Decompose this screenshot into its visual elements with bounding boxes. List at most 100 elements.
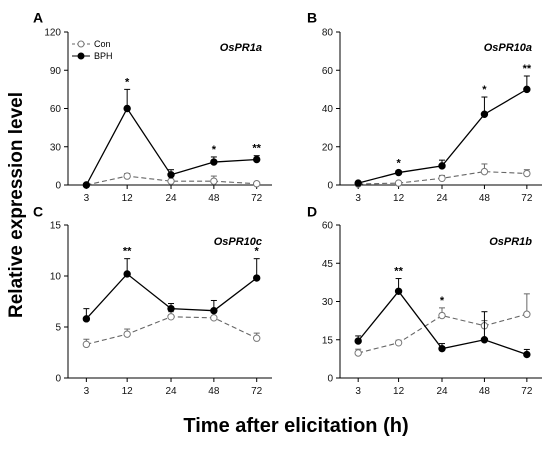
data-point-con — [523, 310, 531, 318]
x-axis-title: Time after elicitation (h) — [183, 415, 408, 437]
data-point-bph — [394, 287, 403, 295]
data-point-con — [210, 314, 218, 322]
x-tick-label: 12 — [122, 386, 134, 397]
data-point-bph — [480, 336, 489, 344]
data-point-bph — [480, 110, 489, 118]
y-tick-label: 0 — [55, 374, 61, 385]
y-tick-label: 60 — [322, 221, 334, 232]
data-point-bph — [253, 274, 261, 282]
series-line-con — [86, 175, 257, 186]
data-point-bph — [354, 179, 362, 187]
y-tick-label: 0 — [327, 374, 333, 385]
panel-letter: C — [33, 204, 43, 220]
x-tick-label: 24 — [165, 193, 177, 204]
data-point-con — [438, 174, 446, 183]
significance-marker: ** — [394, 266, 403, 278]
x-tick-label: 72 — [251, 386, 263, 397]
y-tick-label: 0 — [55, 181, 61, 192]
significance-marker: ** — [252, 143, 261, 155]
panel-letter: D — [307, 204, 317, 220]
x-tick-label: 12 — [393, 386, 405, 397]
significance-marker: * — [440, 295, 445, 307]
y-tick-label: 5 — [55, 323, 61, 334]
y-tick-label: 0 — [327, 181, 333, 192]
data-point-bph — [210, 158, 218, 166]
gene-name: OsPR10a — [484, 42, 532, 54]
data-point-bph — [438, 162, 446, 170]
significance-marker: * — [482, 84, 487, 96]
data-point-bph — [354, 337, 362, 345]
legend-label: Con — [94, 39, 111, 49]
series-line-con — [86, 316, 257, 345]
y-tick-label: 45 — [322, 259, 334, 270]
data-point-con — [167, 177, 175, 185]
panel-letter: A — [33, 10, 43, 26]
gene-name: OsPR10c — [214, 236, 262, 248]
data-point-bph — [123, 270, 131, 278]
data-point-con — [253, 334, 261, 342]
data-point-con — [394, 339, 403, 347]
x-tick-label: 3 — [84, 193, 90, 204]
x-tick-label: 48 — [479, 386, 491, 397]
legend: Con BPH — [72, 39, 113, 61]
data-point-con — [123, 172, 131, 180]
significance-marker: * — [125, 76, 130, 88]
data-point-con — [354, 349, 362, 357]
legend-marker — [77, 52, 85, 60]
significance-marker: * — [255, 246, 260, 258]
x-tick-label: 72 — [521, 386, 533, 397]
x-tick-label: 24 — [436, 386, 448, 397]
data-point-con — [82, 340, 91, 349]
data-point-bph — [123, 104, 131, 113]
data-point-bph — [523, 350, 531, 359]
gene-name: OsPR1a — [220, 42, 262, 54]
y-tick-label: 10 — [50, 272, 62, 283]
y-tick-label: 15 — [322, 335, 334, 346]
data-point-bph — [167, 304, 175, 313]
x-tick-label: 3 — [355, 193, 361, 204]
data-point-bph — [82, 181, 91, 189]
legend-marker — [77, 40, 85, 48]
y-tick-label: 120 — [44, 28, 61, 39]
y-tick-label: 40 — [322, 104, 334, 115]
data-point-con — [123, 330, 131, 338]
data-point-con — [210, 177, 218, 185]
significance-marker: ** — [123, 246, 132, 258]
y-tick-label: 80 — [322, 28, 334, 39]
x-tick-label: 48 — [479, 193, 491, 204]
data-point-bph — [253, 155, 261, 164]
data-point-con — [438, 311, 446, 320]
data-point-con — [167, 313, 175, 321]
y-tick-label: 15 — [50, 221, 62, 232]
y-tick-label: 30 — [322, 297, 334, 308]
data-point-bph — [438, 344, 446, 353]
data-point-bph — [523, 85, 531, 94]
x-tick-label: 24 — [165, 386, 177, 397]
y-tick-label: 30 — [50, 142, 62, 153]
x-tick-label: 3 — [355, 386, 361, 397]
y-tick-label: 20 — [322, 142, 334, 153]
data-point-bph — [167, 171, 175, 179]
y-tick-label: 90 — [50, 66, 62, 77]
x-tick-label: 72 — [251, 193, 263, 204]
x-tick-label: 48 — [208, 386, 220, 397]
data-point-bph — [210, 306, 218, 315]
x-tick-label: 48 — [208, 193, 220, 204]
significance-marker: * — [396, 158, 401, 170]
y-tick-label: 60 — [50, 104, 62, 115]
data-point-bph — [394, 168, 403, 177]
gene-name: OsPR1b — [489, 236, 532, 248]
significance-marker: * — [212, 144, 217, 156]
data-point-con — [394, 179, 403, 187]
x-tick-label: 72 — [521, 193, 533, 204]
y-tick-label: 60 — [322, 66, 334, 77]
x-tick-label: 12 — [393, 193, 405, 204]
x-tick-label: 12 — [122, 193, 134, 204]
data-point-con — [523, 169, 531, 178]
